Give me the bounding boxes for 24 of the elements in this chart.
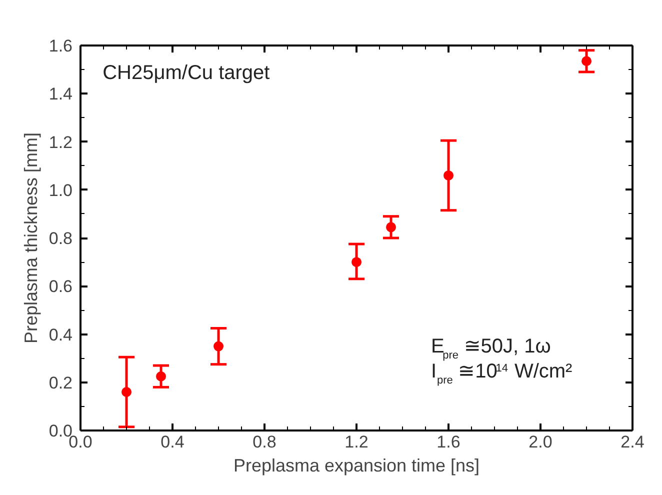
x-axis-title: Preplasma expansion time [ns] bbox=[233, 456, 480, 476]
y-tick-label: 1.4 bbox=[48, 84, 73, 104]
point bbox=[156, 371, 166, 382]
annotation: CH25μm/Cu target bbox=[102, 62, 270, 84]
point bbox=[582, 56, 592, 66]
y-tick-label: 0.8 bbox=[48, 229, 73, 248]
x-tick-label: 0.8 bbox=[252, 432, 276, 452]
x-tick-label: 2.0 bbox=[528, 432, 552, 452]
point bbox=[352, 257, 362, 268]
x-tick-label: 2.4 bbox=[620, 432, 644, 452]
point bbox=[122, 387, 132, 397]
y-tick-label: 0.6 bbox=[48, 277, 73, 296]
point bbox=[214, 341, 224, 352]
x-tick-label: 1.2 bbox=[344, 432, 368, 452]
x-tick-label: 1.6 bbox=[436, 432, 460, 452]
point bbox=[444, 170, 454, 180]
y-tick-label: 0.2 bbox=[48, 373, 73, 392]
x-tick-label: 0.4 bbox=[160, 432, 184, 452]
point bbox=[386, 222, 396, 232]
y-tick-label: 0.4 bbox=[48, 325, 73, 344]
y-axis-title: Preplasma thickness [mm] bbox=[20, 132, 41, 344]
y-tick-label: 1.0 bbox=[48, 180, 73, 200]
y-tick-label: 1.2 bbox=[48, 132, 73, 152]
y-tick-label: 1.6 bbox=[48, 36, 73, 56]
